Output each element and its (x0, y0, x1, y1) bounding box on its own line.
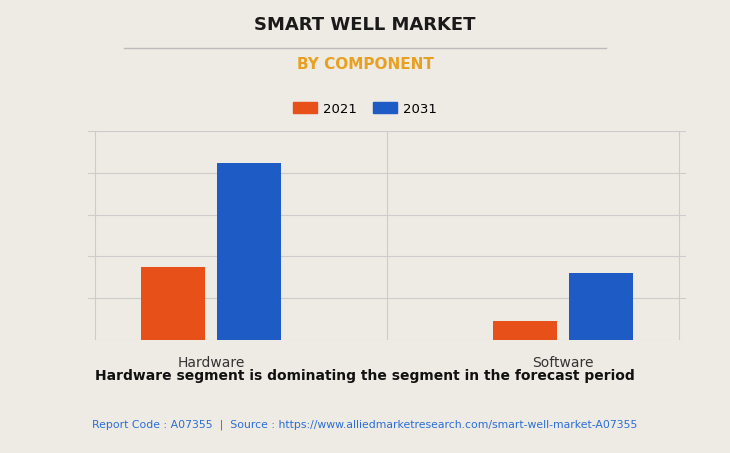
Bar (218, 163, 280, 340)
Text: SMART WELL MARKET: SMART WELL MARKET (254, 16, 476, 34)
Legend: 2021, 2031: 2021, 2031 (288, 97, 442, 121)
Text: BY COMPONENT: BY COMPONENT (296, 57, 434, 72)
Bar (141, 267, 204, 340)
Text: Report Code : A07355  |  Source : https://www.alliedmarketresearch.com/smart-wel: Report Code : A07355 | Source : https://… (92, 419, 638, 429)
Bar (493, 321, 556, 340)
Bar (569, 273, 633, 340)
Text: Hardware segment is dominating the segment in the forecast period: Hardware segment is dominating the segme… (95, 369, 635, 383)
